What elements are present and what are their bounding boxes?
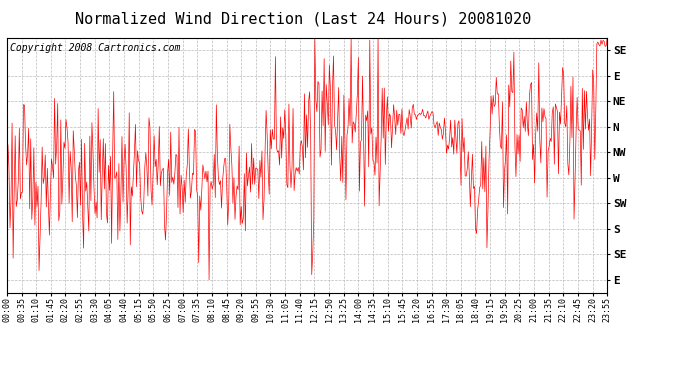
Text: Copyright 2008 Cartronics.com: Copyright 2008 Cartronics.com xyxy=(10,43,180,52)
Text: Normalized Wind Direction (Last 24 Hours) 20081020: Normalized Wind Direction (Last 24 Hours… xyxy=(75,11,532,26)
